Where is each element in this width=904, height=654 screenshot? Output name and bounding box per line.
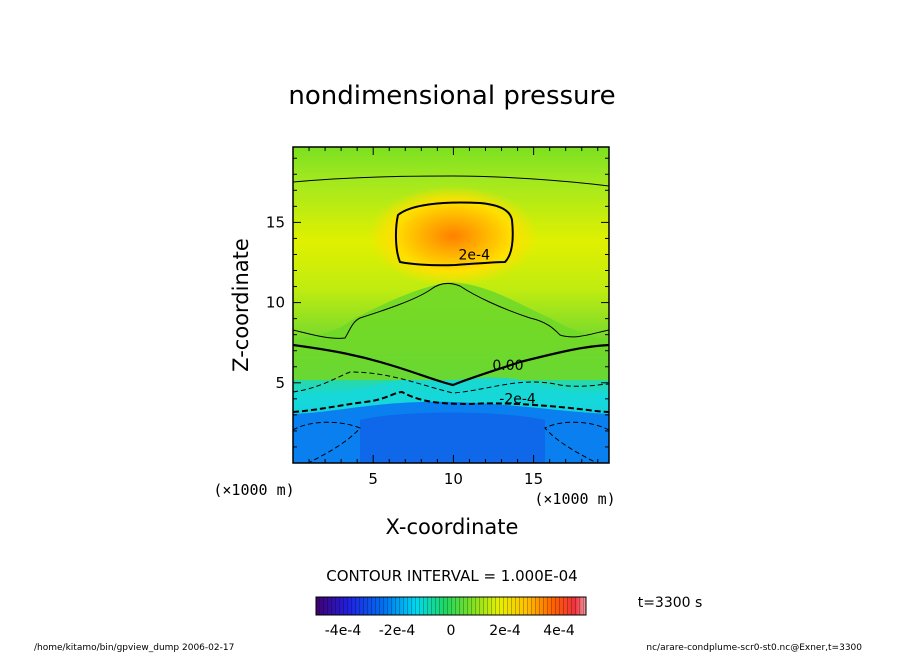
contour-top [293, 175, 609, 187]
field-green-dome [293, 282, 609, 380]
contour-label: 0.00 [492, 358, 523, 374]
contour-label: -2e-4 [499, 392, 536, 408]
contour-minus-3e-4-right [544, 421, 609, 463]
footer-right: nc/arare-condplume-scr0-st0.nc@Exner,t=3… [646, 643, 862, 653]
time-label: t=3300 s [638, 595, 703, 611]
plot-frame [292, 146, 610, 464]
contour-labels: 2e-4 0.00 -2e-4 [459, 247, 536, 407]
x-axis-tick-labels: 5 10 15 [368, 470, 543, 488]
x-tick-label: 15 [524, 470, 543, 488]
z-tick-label: 15 [266, 213, 285, 231]
x-tick-label: 10 [444, 470, 463, 488]
colorbar-tick-label: -4e-4 [325, 623, 362, 639]
contour-minus-2e-4 [293, 390, 609, 413]
x-axis-unit: (×1000 m) [534, 490, 615, 508]
plot-area [293, 147, 609, 463]
contour-1e-4 [293, 282, 609, 339]
z-axis-label: Z-coordinate [229, 238, 253, 372]
colorbar-stripes [316, 597, 586, 615]
field-high-cell [368, 186, 538, 286]
colorbar-tick-label: -2e-4 [379, 623, 416, 639]
contour-2e-4 [394, 201, 514, 267]
x-tick-label: 5 [368, 470, 378, 488]
contour-interval: CONTOUR INTERVAL = 1.000E-04 [326, 567, 577, 585]
contour-minus-3e-4-left [293, 421, 361, 463]
colorbar-tick-labels: -4e-4 -2e-4 0 2e-4 4e-4 [325, 623, 575, 639]
footer-left: /home/kitamo/bin/gpview_dump 2006-02-17 [34, 643, 234, 653]
colorbar-tick-label: 2e-4 [489, 623, 521, 639]
x-axis-ticks [308, 147, 599, 463]
colorbar-tick-label: 0 [447, 623, 456, 639]
x-axis-label: X-coordinate [386, 515, 519, 539]
z-axis-unit: (×1000 m) [213, 481, 294, 499]
chart-title: nondimensional pressure [288, 81, 615, 111]
z-axis-ticks [293, 157, 609, 448]
colorbar-frame [315, 596, 587, 616]
z-axis-tick-labels: 5 10 15 [266, 213, 285, 391]
z-tick-label: 10 [266, 294, 285, 312]
colorbar-tick-label: 4e-4 [543, 623, 575, 639]
colorbar: -4e-4 -2e-4 0 2e-4 4e-4 [315, 596, 587, 639]
contour-zero [293, 343, 609, 387]
contour-label: 2e-4 [459, 247, 491, 263]
contour-minus-1e-4 [293, 371, 609, 394]
z-tick-label: 5 [275, 374, 285, 392]
field-dark-blue-core [360, 412, 545, 463]
